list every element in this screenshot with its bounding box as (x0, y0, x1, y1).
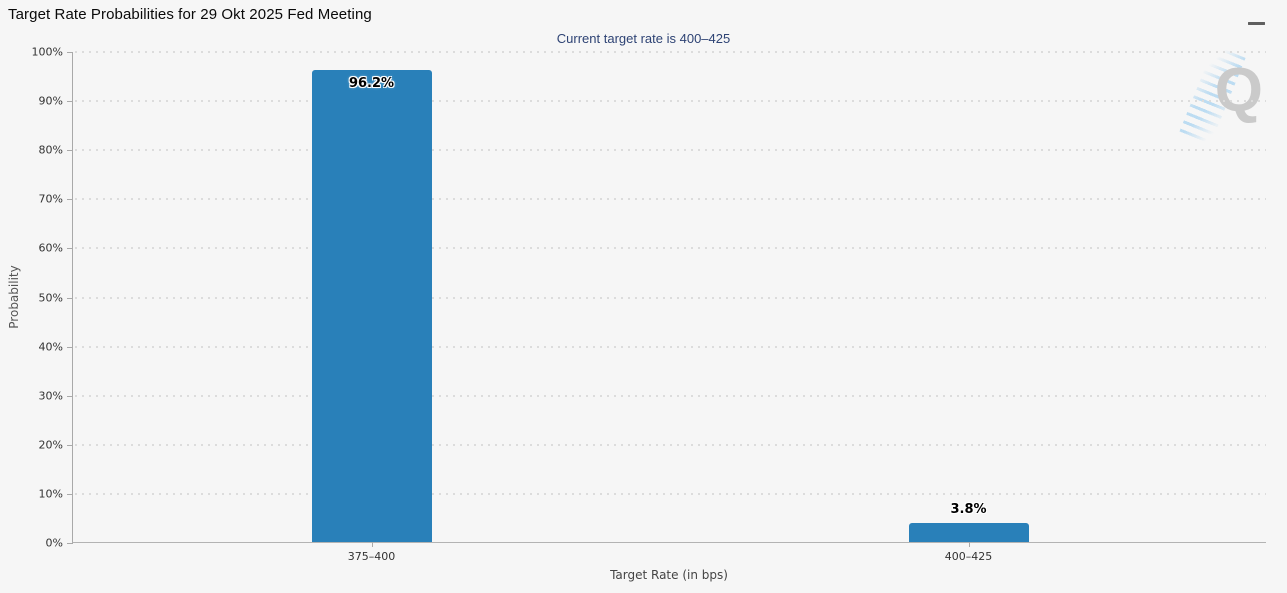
y-tick-label: 90% (38, 94, 63, 108)
y-tick-mark (67, 346, 73, 348)
gridline (75, 149, 1266, 152)
y-axis-title: Probability (7, 265, 21, 329)
y-tick-label: 20% (38, 438, 63, 452)
page-title: Target Rate Probabilities for 29 Okt 202… (8, 6, 372, 23)
y-tick-label: 100% (31, 45, 63, 59)
gridline (75, 345, 1266, 348)
y-tick-label: 10% (38, 487, 63, 501)
gridline (75, 198, 1266, 201)
y-tick-label: 50% (38, 291, 63, 304)
y-tick-mark (67, 199, 73, 201)
y-tick-mark (67, 297, 73, 299)
y-tick-label: 70% (38, 192, 63, 206)
gridline (75, 443, 1266, 446)
hamburger-menu-button[interactable] (1248, 9, 1265, 25)
y-tick-mark (67, 444, 73, 446)
y-tick-mark (67, 101, 73, 103)
gridline (75, 296, 1266, 299)
y-tick-mark (67, 150, 73, 152)
gridline (75, 100, 1266, 103)
x-axis-title: Target Rate (in bps) (610, 568, 728, 582)
y-tick-label: 40% (38, 340, 63, 354)
y-tick-mark (67, 395, 73, 397)
bar-value-label: 3.8% (950, 502, 987, 518)
gridline (75, 247, 1266, 250)
gridline (75, 394, 1266, 397)
probability-bar[interactable] (908, 523, 1029, 542)
x-tick-mark (968, 542, 970, 547)
y-tick-label: 0% (45, 536, 63, 550)
y-tick-mark (67, 543, 73, 544)
gridline (75, 492, 1266, 495)
y-tick-mark (67, 52, 73, 53)
y-tick-mark (67, 493, 73, 495)
y-tick-label: 80% (38, 143, 63, 157)
bar-value-label: 96.2% (348, 75, 395, 91)
plot-area: 0% 10% 20% 30% 40% 50% 60% 70% 80% 90% 100% 96.2% 37… (32, 46, 1266, 563)
y-tick-label: 30% (38, 389, 63, 403)
y-tick-mark (67, 248, 73, 250)
y-tick-label: 60% (38, 241, 63, 255)
chart-subtitle: Current target rate is 400–425 (556, 31, 731, 46)
x-tick-label: 375–400 (347, 550, 396, 563)
x-tick-mark (371, 542, 373, 547)
gridline (75, 51, 1266, 53)
probability-bar[interactable] (311, 69, 432, 542)
x-tick-label: 400–425 (944, 550, 993, 563)
